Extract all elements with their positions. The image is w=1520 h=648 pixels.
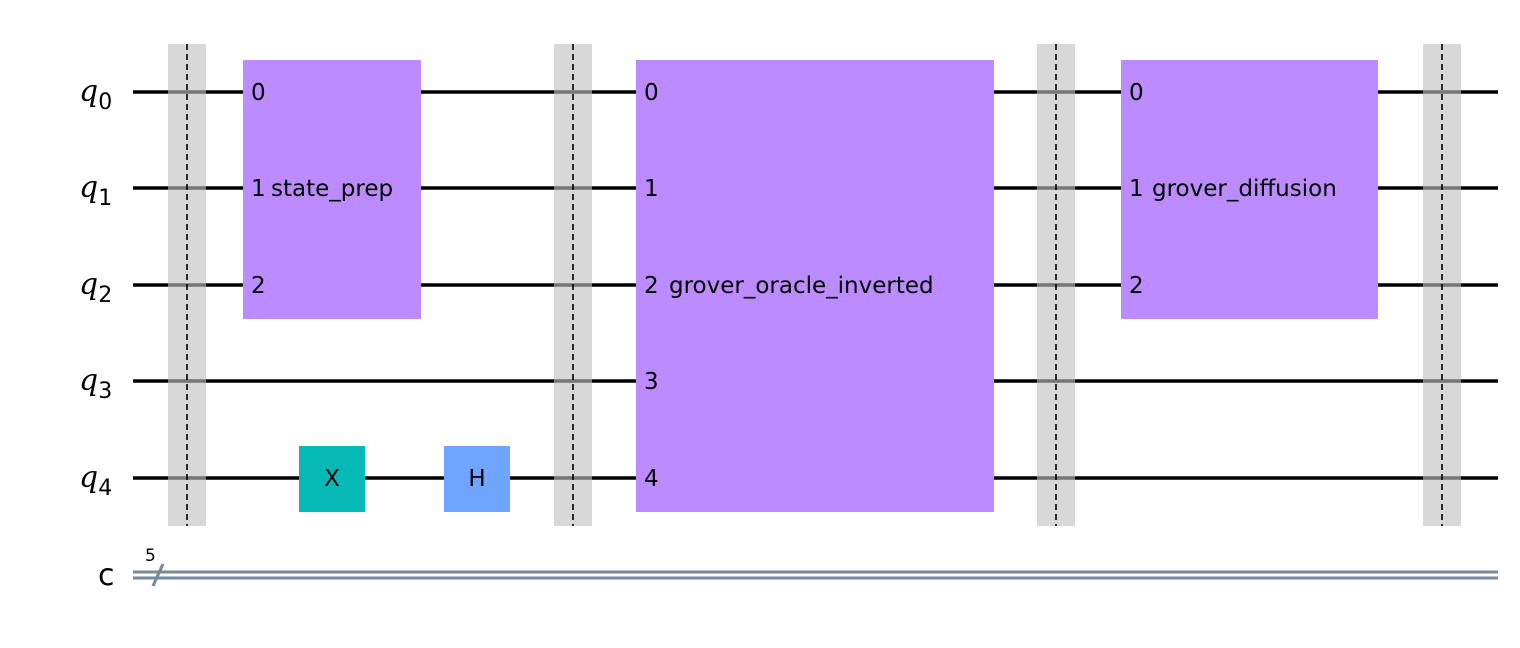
classical-register-size: 5 [145,546,156,566]
barrier-1 [168,44,206,526]
state-prep-gate-box [243,60,421,319]
bus-slash-icon [151,563,165,587]
grover-oracle-gate-box [636,60,994,512]
gate-port-label: 0 [1129,80,1144,106]
gate-port-label: 2 [251,273,266,299]
grover-oracle-gate[interactable]: 0 1 2 3 4 grover_oracle_inverted [636,60,994,512]
barrier-2 [554,44,592,526]
gate-port-label: 1 [644,176,659,202]
grover-diffusion-gate[interactable]: 0 1 2 grover_diffusion [1121,60,1378,319]
classical-wire: 5 [133,546,1498,587]
gate-port-label: 3 [644,369,659,395]
grover-oracle-gate-label: grover_oracle_inverted [669,273,934,299]
classical-register-label: c [98,558,115,593]
h-gate[interactable]: H [444,446,510,512]
qubit-label-q2: q2 [79,267,112,308]
gate-port-label: 1 [251,176,266,202]
qubit-label-q0: q0 [79,74,112,115]
gate-port-label: 0 [251,80,266,106]
h-gate-label: H [468,466,485,492]
wire-over-barriers [168,90,1461,480]
gate-port-label: 0 [644,80,659,106]
x-gate-box [299,446,365,512]
grover-diffusion-gate-label: grover_diffusion [1152,176,1337,202]
gate-port-label: 4 [644,466,659,492]
qubit-label-q3: q3 [79,363,112,404]
qubit-label-q4: q4 [79,460,112,501]
state-prep-gate-label: state_prep [271,176,393,202]
state-prep-gate[interactable]: 0 1 2 state_prep [243,60,421,319]
gate-port-label: 2 [1129,273,1144,299]
gate-port-label: 2 [644,273,659,299]
qubit-labels: q0 q1 q2 q3 q4 c [79,74,115,593]
x-gate[interactable]: X [299,446,365,512]
gate-port-label: 1 [1129,176,1144,202]
grover-diffusion-gate-box [1121,60,1378,319]
barrier-3 [1037,44,1075,526]
x-gate-label: X [324,466,340,492]
barrier-4 [1423,44,1461,526]
h-gate-box [444,446,510,512]
qubit-label-q1: q1 [79,170,112,211]
